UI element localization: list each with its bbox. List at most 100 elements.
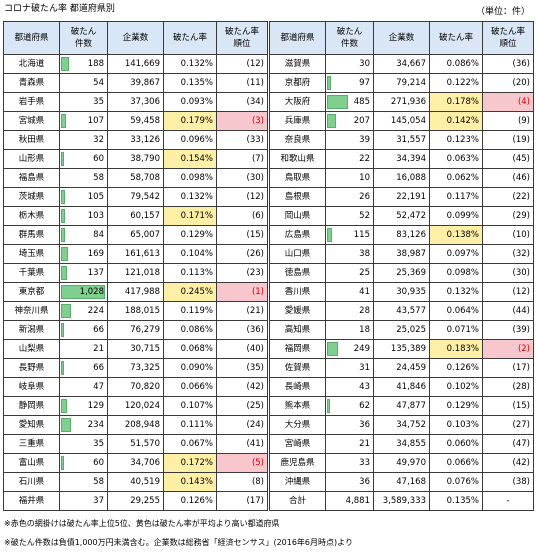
rate-value: 0.154% — [163, 149, 217, 169]
rank-value: (26) — [216, 244, 268, 264]
table-row: 宮崎県 21 34,855 0.060% (47) — [269, 434, 534, 454]
companies-value: 73,325 — [107, 358, 164, 378]
companies-value: 76,279 — [107, 320, 164, 340]
header-count: 破たん 件数 — [59, 21, 108, 55]
companies-value: 34,855 — [373, 434, 430, 454]
rank-value: (34) — [216, 92, 268, 112]
count-value: 188 — [87, 59, 104, 69]
rate-value: 0.119% — [163, 301, 217, 321]
count-value: 66 — [93, 363, 104, 373]
table-row: 沖縄県 36 47,168 0.076% (38) — [269, 472, 534, 492]
pref-name: 岐阜県 — [3, 377, 60, 397]
rate-value: 0.113% — [163, 263, 217, 283]
rate-value: 0.172% — [163, 453, 217, 473]
companies-value: 43,577 — [373, 301, 430, 321]
rate-value: 0.117% — [429, 187, 483, 207]
table-row: 大分県 36 34,752 0.103% (27) — [269, 415, 534, 435]
rank-text: (29) — [512, 211, 530, 221]
footnote-highlight: ※赤色の網掛けは破たん率上位5位、黄色は破たん率が平均より高い都道府県 — [4, 519, 280, 528]
count-value: 249 — [353, 344, 370, 354]
rate-value: 0.126% — [429, 358, 483, 378]
rate-value: 0.171% — [163, 206, 217, 226]
rank-text: (44) — [512, 306, 530, 316]
rank-value: (36) — [482, 54, 534, 74]
table-row: 東京都 1,028 417,988 0.245% (1) — [3, 282, 268, 302]
table-row: 和歌山県 22 34,394 0.063% (45) — [269, 149, 534, 169]
rank-text: (33) — [246, 135, 264, 145]
rate-value: 0.096% — [163, 130, 217, 150]
rate-value: 0.126% — [163, 491, 217, 511]
count-bar — [61, 418, 71, 432]
count-cell: 485 — [325, 92, 374, 112]
rank-value: (1) — [216, 282, 268, 302]
rate-value: 0.066% — [163, 377, 217, 397]
table-row: 岐阜県 47 70,820 0.066% (42) — [3, 377, 268, 397]
count-value: 60 — [93, 458, 104, 468]
table-row: 長野県 66 73,325 0.090% (35) — [3, 358, 268, 378]
count-value: 207 — [353, 116, 370, 126]
page-title: コロナ破たん率 都道府県別 — [4, 4, 115, 14]
rank-value: (17) — [482, 358, 534, 378]
rank-text: (28) — [512, 382, 530, 392]
count-cell: 41 — [325, 282, 374, 302]
table-row: 佐賀県 31 24,459 0.126% (17) — [269, 358, 534, 378]
count-bar — [327, 114, 336, 128]
count-value: 129 — [87, 401, 104, 411]
pref-name: 大分県 — [269, 415, 326, 435]
rank-value: (40) — [216, 339, 268, 359]
table-row: 千葉県 137 121,018 0.113% (23) — [3, 263, 268, 283]
count-cell: 36 — [325, 415, 374, 435]
rank-value: (12) — [216, 54, 268, 74]
count-value: 21 — [93, 344, 104, 354]
rate-value: 0.098% — [429, 263, 483, 283]
pref-name: 福井県 — [3, 491, 60, 511]
rank-text: (22) — [512, 192, 530, 202]
count-cell: 21 — [59, 339, 108, 359]
rank-text: (30) — [246, 173, 264, 183]
total-rate: 0.135% — [429, 491, 483, 511]
pref-name: 山口県 — [269, 244, 326, 264]
rank-text: (12) — [246, 59, 264, 69]
table-row: 広島県 115 83,126 0.138% (10) — [269, 225, 534, 245]
count-bar — [327, 228, 332, 242]
companies-value: 34,667 — [373, 54, 430, 74]
count-value: 105 — [87, 192, 104, 202]
rate-value: 0.104% — [163, 244, 217, 264]
count-cell: 66 — [59, 358, 108, 378]
rank-text: (42) — [512, 458, 530, 468]
pref-name: 宮城県 — [3, 111, 60, 131]
rank-text: (17) — [512, 363, 530, 373]
rank-text: (42) — [246, 382, 264, 392]
rate-value: 0.132% — [429, 282, 483, 302]
pref-name: 東京都 — [3, 282, 60, 302]
rank-text: (32) — [512, 249, 530, 259]
rank-text: (11) — [246, 78, 264, 88]
header-pref: 都道府県 — [269, 21, 326, 55]
rank-text: (8) — [251, 477, 264, 487]
table-row: 北海道 188 141,669 0.132% (12) — [3, 54, 268, 74]
rate-value: 0.111% — [163, 415, 217, 435]
rate-value: 0.132% — [163, 187, 217, 207]
companies-value: 145,054 — [373, 111, 430, 131]
unit-label: （単位：件） — [475, 7, 530, 17]
count-value: 52 — [359, 211, 370, 221]
rank-value: (45) — [482, 149, 534, 169]
count-cell: 58 — [59, 472, 108, 492]
count-cell: 31 — [325, 358, 374, 378]
table-row: 大阪府 485 271,936 0.178% (4) — [269, 92, 534, 112]
table-row: 島根県 26 22,191 0.117% (22) — [269, 187, 534, 207]
pref-name: 石川県 — [3, 472, 60, 492]
table-row: 山形県 60 38,790 0.154% (7) — [3, 149, 268, 169]
count-cell: 36 — [325, 472, 374, 492]
companies-value: 25,369 — [373, 263, 430, 283]
count-cell: 129 — [59, 396, 108, 416]
companies-value: 79,214 — [373, 73, 430, 93]
rank-text: (36) — [246, 325, 264, 335]
count-cell: 22 — [325, 149, 374, 169]
count-value: 26 — [359, 192, 370, 202]
rate-value: 0.102% — [429, 377, 483, 397]
rank-text: (46) — [512, 173, 530, 183]
header-pref: 都道府県 — [3, 21, 60, 55]
rank-value: (39) — [482, 320, 534, 340]
rate-value: 0.183% — [429, 339, 483, 359]
